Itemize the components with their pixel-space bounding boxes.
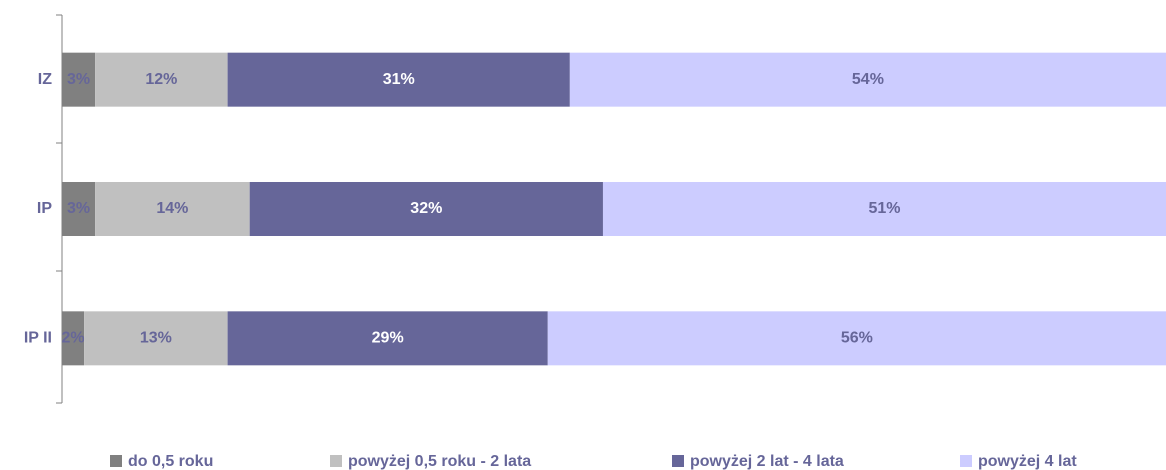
legend-swatch xyxy=(960,455,972,467)
bar-segment xyxy=(62,182,96,236)
data-label: 3% xyxy=(67,71,90,88)
category-label: IP xyxy=(37,200,52,217)
data-label: 29% xyxy=(372,330,404,347)
legend-label: do 0,5 roku xyxy=(128,453,213,470)
legend-label: powyżej 2 lat - 4 lata xyxy=(690,453,844,470)
bar-segment xyxy=(227,311,548,366)
data-label: 31% xyxy=(383,71,415,88)
data-label: 56% xyxy=(841,330,873,347)
data-label: 3% xyxy=(67,200,90,217)
category-label: IZ xyxy=(38,71,52,88)
bar-segment xyxy=(84,311,228,366)
data-label: 12% xyxy=(145,71,177,88)
data-label: 2% xyxy=(61,330,84,347)
legend-label: powyżej 0,5 roku - 2 lata xyxy=(348,453,531,470)
bar-segment xyxy=(95,182,250,236)
bar-segment xyxy=(602,182,1166,236)
data-label: 13% xyxy=(140,330,172,347)
data-label: 14% xyxy=(156,200,188,217)
legend-swatch xyxy=(672,455,684,467)
bar-segment xyxy=(95,52,228,107)
bar-segment xyxy=(569,52,1166,107)
category-label: IP II xyxy=(24,330,52,347)
bar-segment xyxy=(249,182,603,236)
legend-swatch xyxy=(110,455,122,467)
bar-segment xyxy=(227,52,570,107)
data-label: 32% xyxy=(410,200,442,217)
legend-label: powyżej 4 lat xyxy=(978,453,1077,470)
data-label: 51% xyxy=(868,200,900,217)
legend-swatch xyxy=(330,455,342,467)
data-label: 54% xyxy=(852,71,884,88)
bar-segment xyxy=(62,52,96,107)
bar-segment xyxy=(547,311,1166,366)
bar-segment xyxy=(62,311,85,366)
